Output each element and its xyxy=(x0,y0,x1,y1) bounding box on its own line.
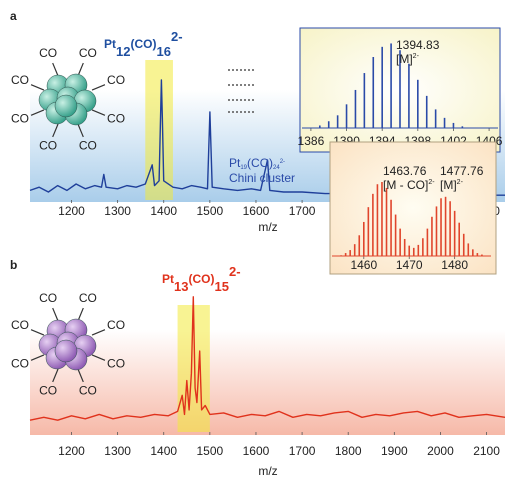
ligand-bond xyxy=(31,85,44,90)
figure: 1200 1300 1400 1500 1600 1700 1800 1900 2000 2100… xyxy=(0,0,505,477)
formula-ligand: (CO) xyxy=(188,272,214,286)
x-tick-label: 1500 xyxy=(197,444,224,458)
x-tick-label: 1800 xyxy=(335,444,362,458)
formula-ligand: (CO) xyxy=(130,37,156,51)
ligand-label: CO xyxy=(79,291,97,305)
formula-m: 16 xyxy=(156,44,170,59)
ligand-label: CO xyxy=(39,291,57,305)
ligand-label: CO xyxy=(79,46,97,60)
formula-base: Pt xyxy=(162,272,174,286)
x-tick-label: 1460 xyxy=(350,258,377,272)
formula-n: 12 xyxy=(116,44,130,59)
x-tick-label: 1470 xyxy=(396,258,423,272)
x-axis-label: m/z xyxy=(258,220,277,234)
x-axis-label: m/z xyxy=(258,464,277,477)
ligand-label: CO xyxy=(107,318,125,332)
x-tick-label: 1600 xyxy=(243,204,270,218)
ligand-bond xyxy=(53,63,58,76)
ligand-bond xyxy=(78,308,83,321)
ligand-bond xyxy=(78,63,83,76)
peak-mass: 1394.83 xyxy=(396,38,440,52)
formula-n: 13 xyxy=(174,279,188,294)
ligand-bond xyxy=(53,308,58,321)
panel-label: a xyxy=(10,9,17,23)
x-tick-label: 1400 xyxy=(150,444,177,458)
ligand-bond xyxy=(92,85,105,90)
ligand-label: CO xyxy=(39,383,57,397)
ligand-label: CO xyxy=(39,46,57,60)
formula-charge: 2- xyxy=(229,264,241,279)
x-tick-label: 1480 xyxy=(441,258,468,272)
ion-charge: 2- xyxy=(457,179,464,186)
panel-b-background xyxy=(30,330,505,435)
formula-charge: 2- xyxy=(171,29,183,44)
x-tick-label: 1300 xyxy=(104,204,131,218)
ion-base: [M - CO] xyxy=(383,178,428,192)
ligand-label: CO xyxy=(11,73,29,87)
ligand-label: CO xyxy=(79,383,97,397)
x-tick-label: 1386 xyxy=(298,134,325,148)
peak-mass: 1463.76 xyxy=(383,164,427,178)
x-tick-label: 1300 xyxy=(104,444,131,458)
x-tick-label: 2100 xyxy=(473,444,500,458)
annotation-base: Pt xyxy=(229,156,241,170)
ligand-label: CO xyxy=(107,356,125,370)
x-tick-label: 1600 xyxy=(243,444,270,458)
x-tick-label: 1200 xyxy=(58,444,85,458)
ion-charge: 2- xyxy=(413,53,420,60)
ion-base: [M] xyxy=(396,52,413,66)
formula-m: 15 xyxy=(214,279,228,294)
formula: Pt13(CO)152- xyxy=(162,264,241,294)
ligand-label: CO xyxy=(11,356,29,370)
x-tick-label: 1700 xyxy=(289,204,316,218)
ion-base: [M] xyxy=(440,178,457,192)
x-tick-label: 1700 xyxy=(289,444,316,458)
metal-atom xyxy=(55,95,77,117)
panel-label: b xyxy=(10,258,17,272)
x-tick-label: 1200 xyxy=(58,204,85,218)
x-tick-label: 1900 xyxy=(381,444,408,458)
metal-atom xyxy=(55,340,77,362)
ion-charge: 2- xyxy=(428,179,435,186)
annotation-ligand: (CO) xyxy=(247,156,273,170)
annotation-text: Chini cluster xyxy=(229,171,295,185)
peak-mass: 1477.76 xyxy=(440,164,484,178)
annotation-m: 24 xyxy=(273,165,280,171)
ligand-label: CO xyxy=(39,138,57,152)
ligand-label: CO xyxy=(107,111,125,125)
ligand-label: CO xyxy=(79,138,97,152)
x-tick-label: 2000 xyxy=(427,444,454,458)
ligand-label: CO xyxy=(11,111,29,125)
annotation-charge: 2- xyxy=(280,159,285,165)
formula: Pt12(CO)162- xyxy=(104,29,183,59)
formula-base: Pt xyxy=(104,37,116,51)
x-tick-label: 1400 xyxy=(150,204,177,218)
x-tick-label: 1500 xyxy=(197,204,224,218)
ion-label: [M - CO]2- xyxy=(383,178,435,192)
ligand-label: CO xyxy=(107,73,125,87)
ligand-label: CO xyxy=(11,318,29,332)
